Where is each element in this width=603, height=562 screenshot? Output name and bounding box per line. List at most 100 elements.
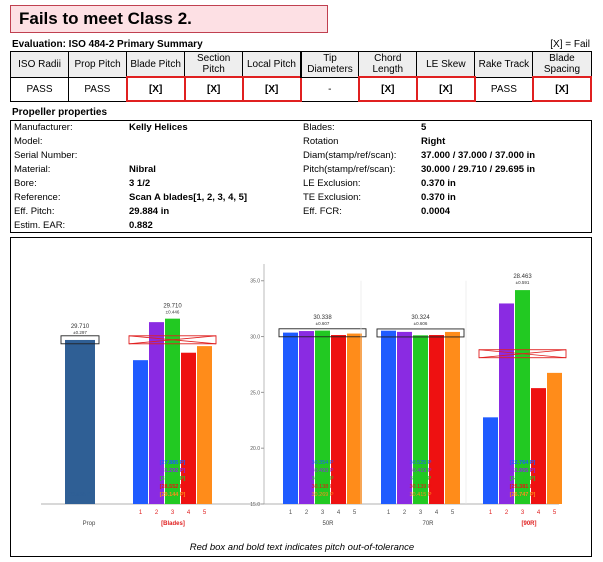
data-label: 30.138 P [311,484,333,490]
prop-value: 30.000 / 29.710 / 29.695 in [421,164,536,175]
prop-label: Rotation [303,136,339,147]
y-tick-label: 35.0 [250,279,260,285]
val-chord-length: [X] [357,76,418,102]
col-le-skew: LE Skew [416,51,476,78]
prop-label: Diam(stamp/ref/scan): [303,150,397,161]
val-prop-pitch: PASS [68,76,128,102]
prop-label: Model: [14,136,43,147]
prop-label: LE Exclusion: [303,178,361,189]
summary-value-row: PASS PASS [X] [X] [X] - [X] [X] PASS [X] [9,76,593,102]
prop-label: TE Exclusion: [303,192,362,203]
bar [283,332,298,504]
data-label: 30.354 P [311,460,333,466]
bar [397,331,412,504]
bar [483,417,498,504]
status-banner: Fails to meet Class 2. [10,5,328,33]
x-tick-label: 2 [505,510,509,516]
col-rake-track: Rake Track [474,51,534,78]
col-blade-pitch: Blade Pitch [126,51,186,78]
val-iso-radii: PASS [9,76,70,102]
prop-label: Eff. FCR: [303,206,342,217]
chart-footnote: Red box and bold text indicates pitch ou… [189,542,415,553]
tolerance-box [478,349,567,359]
bar [299,331,314,504]
x-tick-label: 1 [489,510,493,516]
evaluation-header: Evaluation: ISO 484-2 Primary Summary [X… [10,38,592,52]
bar [429,335,444,504]
prop-label: Material: [14,164,51,175]
x-tick-label: 2 [155,510,159,516]
tolerance-pm: ±0.606 [414,321,428,326]
x-tick-label: 4 [187,510,191,516]
group-label: [Blades] [161,521,185,527]
prop-value: 5 [421,122,427,133]
y-tick-label: 20.0 [250,446,260,452]
bar [445,331,460,504]
data-label: [31.604 P] [160,476,186,482]
prop-label: Reference: [14,192,61,203]
bar [499,303,514,504]
x-tick-label: 2 [403,510,407,516]
data-label: 30.493 P [311,468,333,474]
val-local-pitch: [X] [241,76,302,102]
prop-label: Manufacturer: [14,122,73,133]
val-section-pitch: [X] [183,76,244,102]
data-label: [22.764 P] [510,460,536,466]
y-tick-label: 25.0 [250,390,260,396]
x-tick-label: 3 [171,510,175,516]
tolerance-box [128,335,217,345]
x-tick-label: 1 [387,510,391,516]
tolerance-pm: ±0.446 [166,310,180,315]
tolerance-value: 28.463 [513,274,532,280]
prop-label: Pitch(stamp/ref/scan): [303,164,396,175]
data-label: [26.747 P] [510,492,536,498]
bar [515,290,530,504]
bar [133,360,148,504]
val-tip-diameters: - [299,76,360,102]
prop-value: 0.370 in [421,178,456,189]
col-local-pitch: Local Pitch [242,51,302,78]
prop-value: 0.882 [129,220,153,231]
val-rake-track: PASS [474,76,534,102]
properties-title: Propeller properties [12,107,108,118]
tolerance-cross [478,349,567,359]
col-blade-spacing: Blade Spacing [532,51,592,78]
prop-value: 0.0004 [421,206,451,217]
prop-value: 37.000 / 37.000 / 37.000 in [421,150,536,161]
prop-value: Right [421,136,446,147]
bar [149,322,164,504]
group-label: 70R [422,521,434,527]
x-tick-label: 3 [521,510,525,516]
summary-table: ISO Radii Prop Pitch Blade Pitch Section… [9,51,593,102]
data-label: 30.269 P [311,492,333,498]
col-chord-length: Chord Length [358,51,418,78]
y-tick-label: 30.0 [250,335,260,341]
evaluation-title: Evaluation: ISO 484-2 Primary Summary [12,39,203,50]
x-tick-label: 5 [553,510,557,516]
fail-legend: [X] = Fail [550,39,590,50]
prop-label: Serial Number: [14,150,78,161]
prop-label: Eff. Pitch: [14,206,55,217]
val-blade-spacing: [X] [531,76,593,102]
prop-label: Bore: [14,178,37,189]
tolerance-pm: ±0.297 [73,330,87,335]
bar [197,346,212,504]
data-label: [27.885 P] [160,460,186,466]
bar [531,388,546,504]
x-tick-label: 4 [537,510,541,516]
col-tip-diameters: Tip Diameters [299,51,360,78]
val-le-skew: [X] [415,76,476,102]
x-tick-label: 1 [139,510,143,516]
properties-panel: Manufacturer: Kelly Helices Model: Seria… [10,120,592,233]
prop-value: 29.884 in [129,206,170,217]
group-label: [90R] [521,521,536,527]
data-label: [31.292 P] [160,468,186,474]
tolerance-pm: ±0.607 [316,321,330,326]
x-tick-label: 4 [337,510,341,516]
bar [65,339,95,504]
tolerance-box [60,335,100,345]
prop-label: Blades: [303,122,335,133]
x-tick-label: 3 [419,510,423,516]
data-label: 30.415 P [409,492,431,498]
bar [331,335,346,504]
